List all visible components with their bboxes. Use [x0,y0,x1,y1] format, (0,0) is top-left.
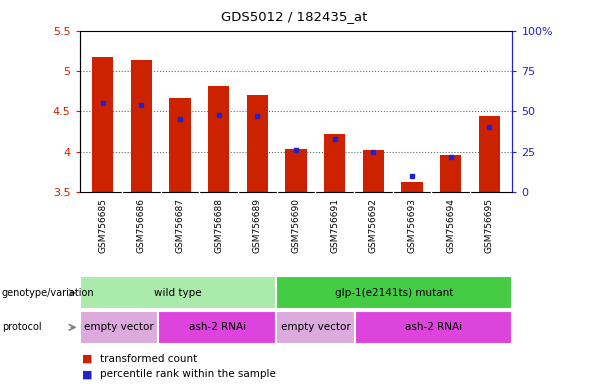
Text: GSM756692: GSM756692 [369,199,378,253]
Text: ■: ■ [82,369,93,379]
Text: ■: ■ [82,354,93,364]
Text: GSM756687: GSM756687 [176,199,184,253]
Text: wild type: wild type [154,288,201,298]
Text: genotype/variation: genotype/variation [2,288,94,298]
Text: GSM756694: GSM756694 [446,199,455,253]
Text: GSM756688: GSM756688 [214,199,223,253]
Bar [440,155,461,192]
Text: ash-2 RNAi: ash-2 RNAi [405,322,462,333]
Text: GSM756689: GSM756689 [253,199,262,253]
Bar [80,276,276,309]
Text: protocol: protocol [2,322,41,333]
Text: glp-1(e2141ts) mutant: glp-1(e2141ts) mutant [335,288,454,298]
Text: transformed count: transformed count [100,354,197,364]
Bar [285,149,307,192]
Text: GSM756685: GSM756685 [98,199,107,253]
Text: percentile rank within the sample: percentile rank within the sample [100,369,276,379]
Text: empty vector: empty vector [84,322,154,333]
Bar [80,311,158,344]
Bar [401,182,422,192]
Text: GSM756690: GSM756690 [292,199,300,253]
Bar [363,150,384,192]
Text: GDS5012 / 182435_at: GDS5012 / 182435_at [221,10,368,23]
Text: GSM756695: GSM756695 [485,199,494,253]
Bar [247,95,268,192]
Text: ash-2 RNAi: ash-2 RNAi [188,322,246,333]
Text: GSM756686: GSM756686 [137,199,146,253]
Bar [208,86,229,192]
Bar [170,98,191,192]
Bar [324,134,345,192]
Text: GSM756691: GSM756691 [330,199,339,253]
Bar [158,311,276,344]
Bar [479,116,500,192]
Bar [276,276,512,309]
Bar [276,311,355,344]
Text: GSM756693: GSM756693 [408,199,416,253]
Bar [92,56,113,192]
Bar [131,60,152,192]
Bar [355,311,512,344]
Text: empty vector: empty vector [281,322,350,333]
